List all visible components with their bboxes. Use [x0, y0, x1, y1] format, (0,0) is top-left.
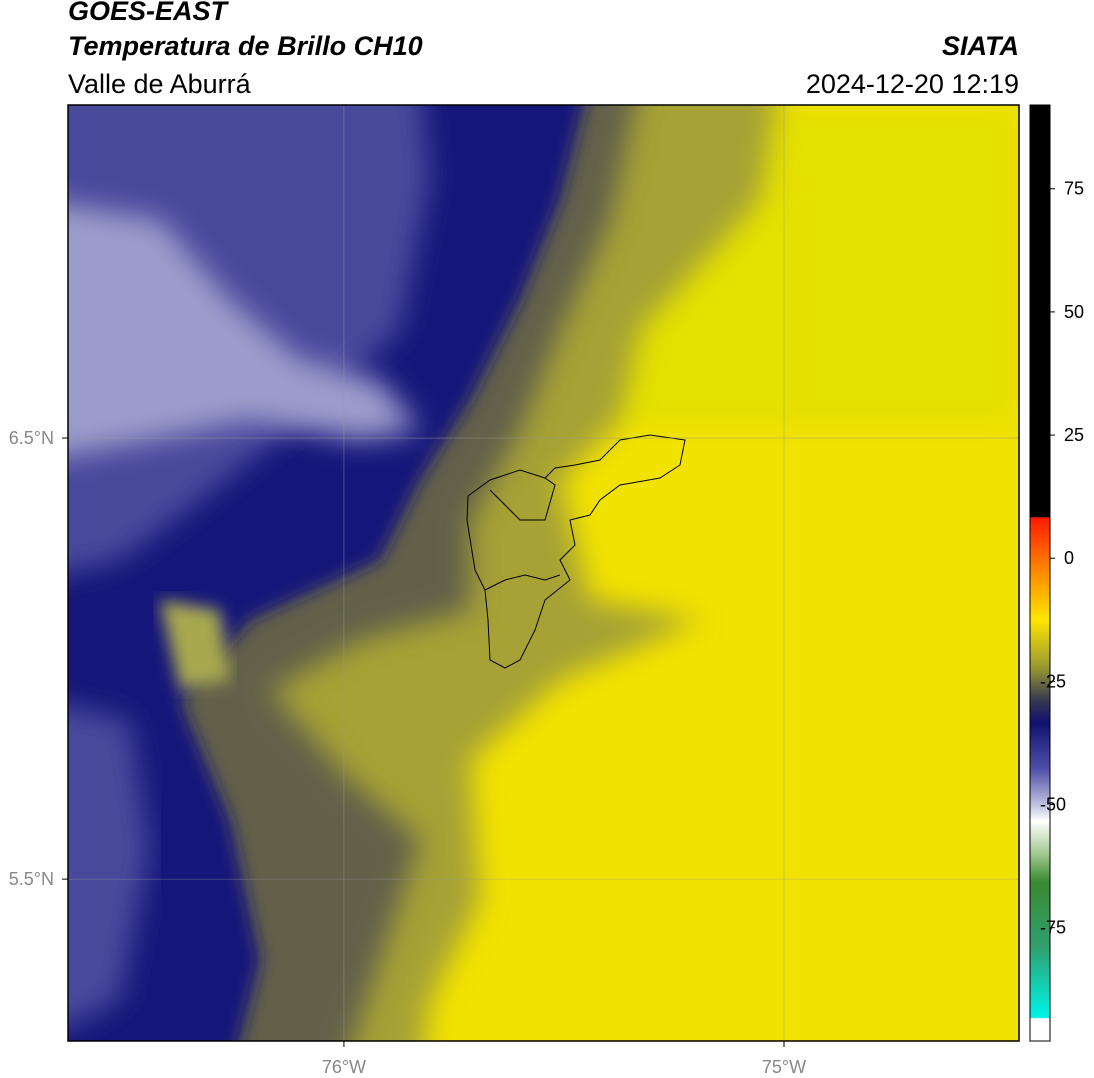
datetime: 2024-12-20 12:19: [806, 69, 1019, 99]
subtitle: Temperatura de Brillo CH10: [68, 31, 423, 61]
satellite-image: [68, 105, 1019, 1041]
lon-tick-label: 76°W: [322, 1057, 366, 1077]
colorbar-tick-label: -25: [1040, 671, 1066, 691]
region: Valle de Aburrá: [68, 69, 252, 99]
colorbar-tick-label: -75: [1040, 918, 1066, 938]
colorbar-tick-label: 75: [1064, 179, 1084, 199]
lon-tick-label: 75°W: [762, 1057, 806, 1077]
grid: [68, 105, 1019, 1041]
map-frame: [67, 104, 1020, 1042]
lat-tick-label: 5.5°N: [9, 869, 54, 889]
lat-tick-label: 6.5°N: [9, 428, 54, 448]
colorbar-tick-label: 0: [1064, 548, 1074, 568]
colorbar: [1029, 104, 1051, 1042]
source: SIATA: [942, 31, 1019, 61]
colorbar-tick-label: -50: [1040, 795, 1066, 815]
title: GOES-EAST: [68, 0, 230, 26]
colorbar-tick-label: 50: [1064, 302, 1084, 322]
colorbar-tick-label: 25: [1064, 425, 1084, 445]
